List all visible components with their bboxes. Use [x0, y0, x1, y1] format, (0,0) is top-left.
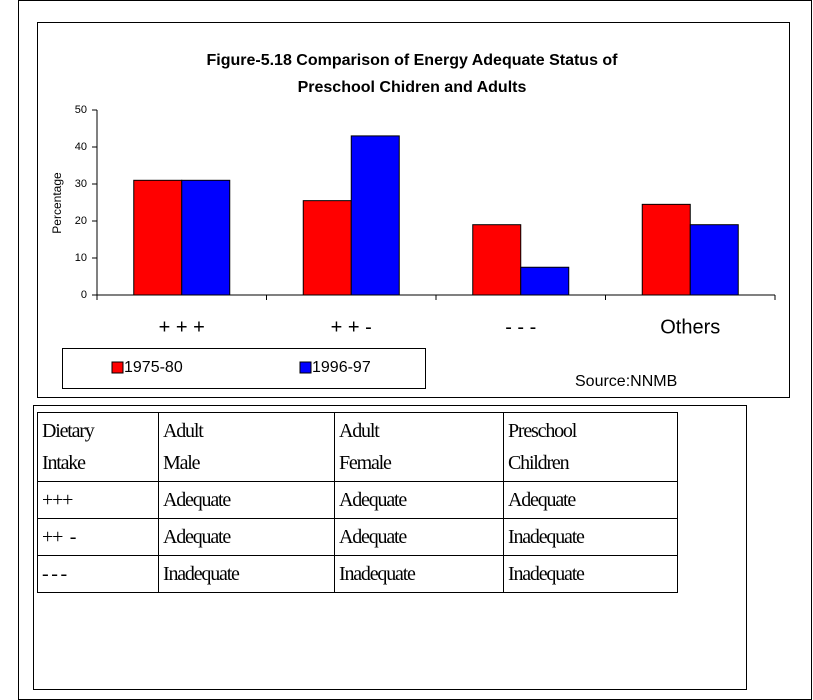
chart-frame [37, 22, 790, 398]
table-row: +++ Adequate Adequate Adequate [37, 481, 678, 519]
header-line: Female [339, 452, 392, 474]
chart-title: Preschool Chidren and Adults [298, 79, 527, 96]
bar [350, 135, 400, 296]
legend-box [62, 348, 426, 389]
y-axis-label: Percentage [50, 172, 64, 234]
table-cell: Adequate [334, 518, 504, 556]
header-cell: Dietary Intake [37, 412, 159, 482]
source: Source:NNMB [575, 373, 677, 390]
table-cell: Inadequate [503, 518, 678, 556]
table-row: - - - Inadequate Inadequate Inadequate [37, 555, 678, 593]
table-cell: Inadequate [158, 555, 335, 593]
header-cell: Preschool Children [503, 412, 678, 482]
table-cell: - - - [37, 555, 159, 593]
legend-swatch [299, 361, 312, 374]
y-tick-label: 40 [75, 141, 87, 153]
chart-title: Figure-5.18 Comparison of Energy Adequat… [206, 52, 618, 69]
x-tick-label: - - - [505, 316, 536, 338]
table-cell: Adequate [503, 481, 678, 519]
header-line: Male [163, 452, 200, 474]
legend-label: 1975-80 [124, 359, 183, 376]
table: Dietary Intake Adult Male Adult Female Prescho… [37, 412, 678, 593]
table-cell: +++ [37, 481, 159, 519]
header-row: Dietary Intake Adult Male Adult Female Prescho… [37, 412, 678, 482]
bar [472, 224, 522, 296]
bar [641, 203, 691, 296]
table-cell: Inadequate [503, 555, 678, 593]
bar [689, 224, 739, 296]
header-line: Children [508, 452, 570, 474]
y-tick-label: 30 [75, 178, 87, 190]
bar [181, 179, 231, 296]
table-box: Dietary Intake Adult Male Adult Female Prescho… [33, 405, 747, 690]
bar [302, 200, 352, 296]
header-line: Dietary [42, 420, 95, 442]
x-tick-label: Others [660, 316, 720, 338]
y-tick-label: 50 [75, 104, 87, 116]
y-tick-label: 10 [75, 252, 87, 264]
legend-swatch [111, 361, 124, 374]
table-row: ++ - Adequate Adequate Inadequate [37, 518, 678, 556]
header-line: Adult [339, 420, 380, 442]
legend-label: 1996-97 [312, 359, 371, 376]
bar [133, 179, 183, 296]
header-cell: Adult Female [334, 412, 504, 482]
x-tick-label: + + + [159, 316, 205, 338]
table-cell: Adequate [334, 481, 504, 519]
header-line: Adult [163, 420, 204, 442]
y-tick-label: 0 [81, 289, 87, 301]
table-cell: ++ - [37, 518, 159, 556]
table-cell: Adequate [158, 518, 335, 556]
header-line: Preschool [508, 420, 577, 442]
header-line: Intake [42, 452, 86, 474]
bar [520, 266, 570, 296]
table-cell: Inadequate [334, 555, 504, 593]
header-cell: Adult Male [158, 412, 335, 482]
table-cell: Adequate [158, 481, 335, 519]
x-tick-label: + + - [331, 316, 372, 338]
y-tick-label: 20 [75, 215, 87, 227]
